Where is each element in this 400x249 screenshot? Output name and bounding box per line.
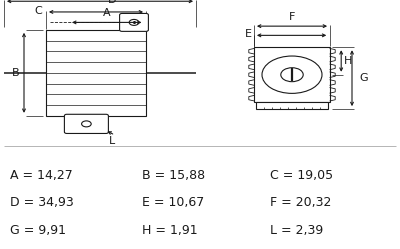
Text: H: H bbox=[344, 56, 352, 66]
Text: E = 10,67: E = 10,67 bbox=[142, 196, 204, 209]
Text: G = 9,91: G = 9,91 bbox=[10, 224, 66, 237]
Text: D: D bbox=[108, 0, 116, 5]
FancyBboxPatch shape bbox=[64, 114, 108, 133]
Text: F = 20,32: F = 20,32 bbox=[270, 196, 331, 209]
Text: H = 1,91: H = 1,91 bbox=[142, 224, 198, 237]
Text: A = 14,27: A = 14,27 bbox=[10, 169, 73, 182]
Text: A: A bbox=[103, 8, 111, 18]
Text: C = 19,05: C = 19,05 bbox=[270, 169, 333, 182]
Bar bbox=[254, 47, 330, 102]
Text: G: G bbox=[359, 73, 368, 83]
Text: C: C bbox=[34, 6, 42, 16]
Text: F: F bbox=[289, 12, 295, 22]
Bar bbox=[46, 30, 146, 116]
Bar bbox=[256, 102, 328, 109]
Text: L = 2,39: L = 2,39 bbox=[270, 224, 323, 237]
Text: B: B bbox=[11, 68, 19, 78]
Text: E: E bbox=[245, 29, 252, 39]
Text: L: L bbox=[109, 136, 116, 146]
FancyBboxPatch shape bbox=[120, 13, 148, 31]
Text: D = 34,93: D = 34,93 bbox=[10, 196, 74, 209]
Text: B = 15,88: B = 15,88 bbox=[142, 169, 205, 182]
